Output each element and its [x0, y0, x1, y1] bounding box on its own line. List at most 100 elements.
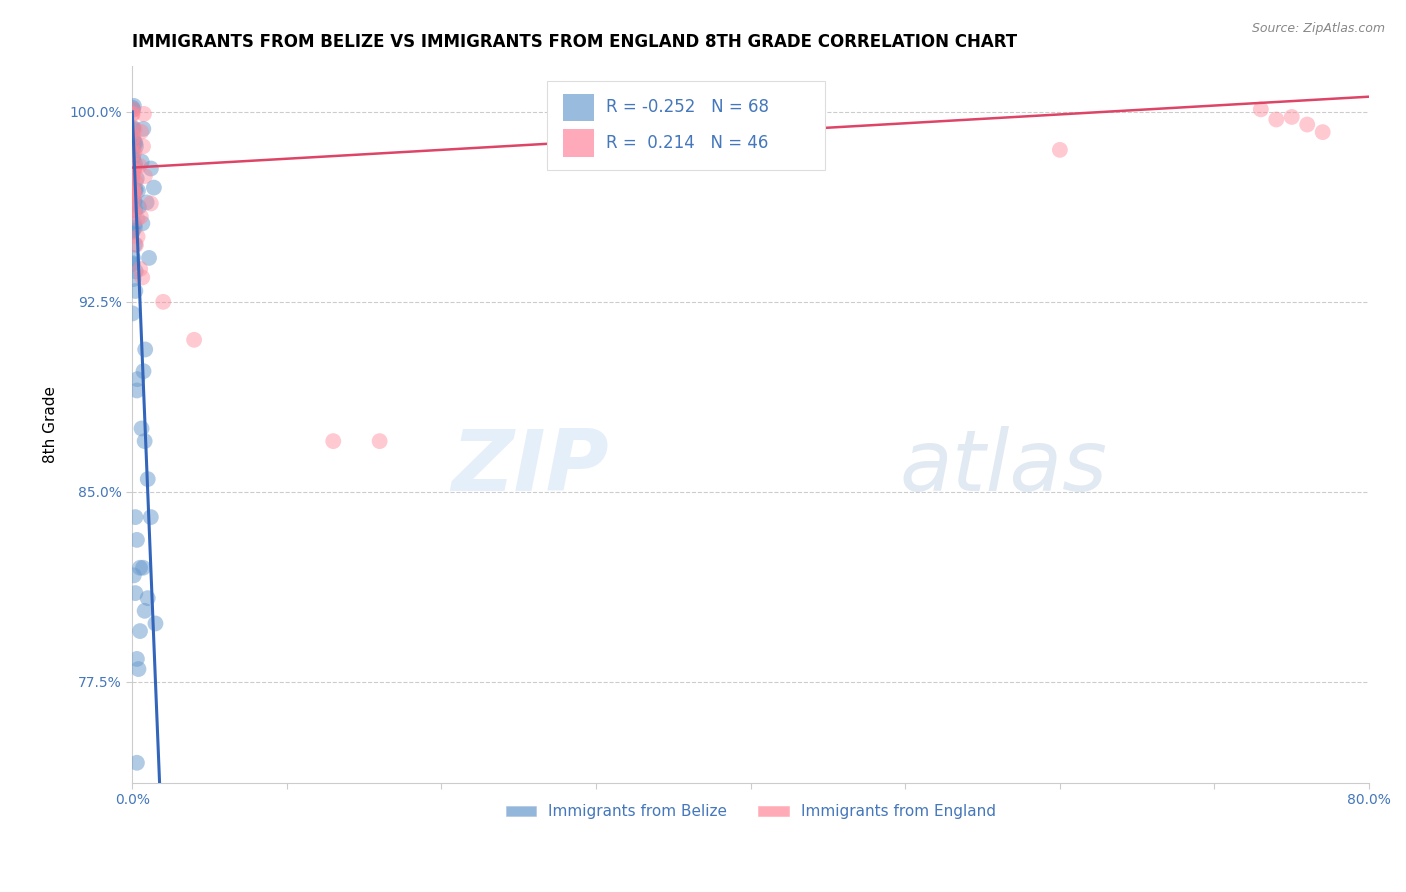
Point	[122, 153, 145, 167]
Point	[122, 568, 145, 582]
Point	[124, 122, 146, 136]
Point	[121, 193, 143, 207]
Point	[124, 145, 146, 160]
Point	[1312, 125, 1334, 139]
Point	[132, 139, 155, 153]
Point	[1250, 103, 1272, 117]
Point	[121, 166, 143, 180]
Point	[121, 101, 143, 115]
Point	[121, 198, 143, 212]
Point	[122, 203, 145, 218]
Point	[145, 616, 167, 631]
Point	[121, 106, 143, 120]
Point	[125, 183, 148, 197]
Point	[122, 122, 145, 136]
Point	[125, 533, 148, 547]
Point	[136, 591, 159, 606]
Point	[122, 141, 145, 155]
Point	[1296, 118, 1319, 132]
Point	[121, 103, 143, 117]
Point	[127, 372, 149, 386]
Point	[135, 195, 157, 210]
Point	[131, 216, 153, 230]
Point	[125, 264, 148, 278]
Point	[125, 652, 148, 666]
Point	[124, 194, 146, 209]
Text: ZIP: ZIP	[451, 426, 609, 509]
FancyBboxPatch shape	[562, 94, 593, 120]
Point	[129, 210, 152, 224]
Point	[122, 183, 145, 197]
Point	[122, 193, 145, 207]
Point	[121, 256, 143, 270]
Y-axis label: 8th Grade: 8th Grade	[44, 386, 58, 463]
Point	[125, 139, 148, 153]
Point	[122, 202, 145, 217]
Point	[124, 510, 146, 524]
Point	[121, 197, 143, 211]
Point	[124, 217, 146, 231]
Point	[129, 624, 152, 638]
Point	[122, 272, 145, 286]
Point	[132, 121, 155, 136]
Point	[124, 284, 146, 298]
Point	[122, 150, 145, 164]
Point	[124, 161, 146, 175]
Point	[131, 154, 153, 169]
Point	[122, 103, 145, 117]
Point	[132, 561, 155, 575]
FancyBboxPatch shape	[547, 80, 825, 170]
Point	[125, 171, 148, 186]
Point	[122, 146, 145, 161]
Point	[121, 175, 143, 189]
Point	[134, 604, 156, 618]
Point	[124, 157, 146, 171]
Point	[124, 136, 146, 151]
Point	[121, 169, 143, 184]
Point	[152, 294, 174, 309]
Point	[122, 188, 145, 202]
Point	[127, 184, 149, 198]
Point	[125, 756, 148, 770]
Point	[139, 196, 162, 211]
Point	[134, 434, 156, 449]
Point	[121, 223, 143, 237]
Point	[136, 472, 159, 486]
Point	[124, 203, 146, 218]
Legend: Immigrants from Belize, Immigrants from England: Immigrants from Belize, Immigrants from …	[499, 798, 1002, 826]
Point	[129, 261, 152, 276]
Point	[183, 333, 205, 347]
Point	[127, 211, 149, 226]
Point	[121, 108, 143, 122]
Point	[122, 131, 145, 145]
Point	[134, 343, 156, 357]
Point	[124, 186, 146, 201]
Point	[122, 251, 145, 265]
Point	[121, 223, 143, 237]
Point	[142, 180, 165, 194]
Text: Source: ZipAtlas.com: Source: ZipAtlas.com	[1251, 22, 1385, 36]
Point	[131, 421, 153, 435]
Point	[127, 229, 149, 244]
Point	[121, 136, 143, 151]
Point	[122, 129, 145, 144]
Point	[121, 184, 143, 198]
Point	[122, 134, 145, 148]
Point	[138, 251, 160, 265]
Point	[139, 161, 162, 176]
Point	[122, 99, 145, 113]
Point	[127, 662, 149, 676]
Point	[139, 510, 162, 524]
Point	[122, 186, 145, 200]
Point	[121, 169, 143, 184]
Point	[121, 190, 143, 204]
Point	[1049, 143, 1071, 157]
Point	[1281, 110, 1303, 124]
Point	[121, 257, 143, 271]
Point	[128, 200, 150, 214]
Point	[125, 238, 148, 252]
Point	[122, 163, 145, 178]
Point	[131, 270, 153, 285]
Point	[322, 434, 344, 449]
Point	[122, 121, 145, 136]
